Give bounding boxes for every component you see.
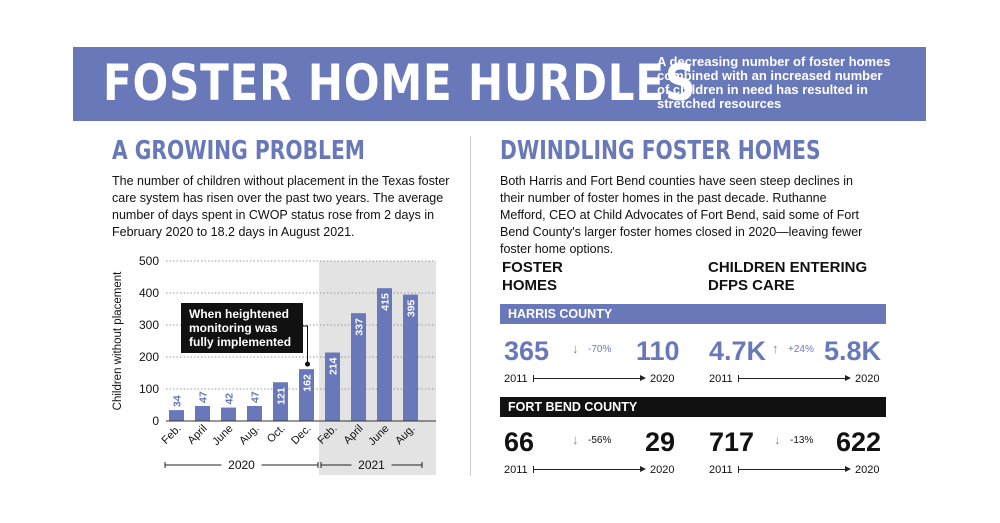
- harris-homes-2011: 365: [504, 336, 550, 366]
- harris-homes-start-year: 2011: [504, 373, 528, 385]
- bar: [299, 369, 314, 421]
- fortbend-care-change: -13%: [790, 435, 814, 446]
- annotation-text-line: monitoring was: [189, 321, 278, 335]
- annotation-dot: [305, 361, 310, 367]
- y-tick-label: 500: [139, 254, 159, 268]
- foster-homes-heading-line2: HOMES: [502, 277, 558, 294]
- arrowhead-icon: [845, 375, 851, 381]
- harris-county-bar: HARRIS COUNTY: [500, 304, 886, 324]
- arrowhead-icon: [640, 466, 646, 472]
- dfps-care-heading-line1: CHILDREN ENTERING: [708, 259, 868, 276]
- fortbend-homes-2011: 66: [504, 427, 535, 457]
- annotation-leader-line: [303, 325, 308, 365]
- banner-subtitle: A decreasing number of foster homes comb…: [657, 54, 891, 111]
- y-tick-label: 400: [139, 286, 159, 300]
- annotation-box: [181, 303, 303, 353]
- fort-bend-county-bar: FORT BEND COUNTY: [500, 397, 886, 417]
- fortbend-homes-2020: 29: [645, 427, 676, 457]
- bar-value-label: 121: [276, 387, 288, 405]
- y-tick-label: 0: [152, 414, 159, 428]
- bar: [169, 410, 184, 421]
- y-axis-label: Children without placement: [112, 271, 124, 411]
- fortbend-care-2011: 717: [709, 427, 755, 457]
- harris-care-start-year: 2011: [709, 373, 733, 385]
- left-heading: A GROWING PROBLEM: [112, 136, 365, 166]
- down-arrow-icon: ↓: [572, 341, 579, 356]
- group-label: 2021: [358, 458, 385, 472]
- bar: [351, 313, 366, 421]
- x-tick-label: April: [186, 423, 210, 447]
- annotation-text-line: When heightened: [189, 307, 289, 321]
- fortbend-homes-start-year: 2011: [504, 464, 528, 476]
- y-tick-label: 200: [139, 350, 159, 364]
- bar-value-label: 395: [406, 299, 418, 317]
- timeline-line: [738, 469, 845, 470]
- fortbend-care-start-year: 2011: [709, 464, 733, 476]
- bar-value-label: 214: [328, 357, 340, 375]
- y-tick-label: 100: [139, 382, 159, 396]
- up-arrow-icon: ↑: [772, 341, 779, 356]
- annotation-text-line: fully implemented: [189, 335, 291, 349]
- dfps-care-heading: CHILDREN ENTERING DFPS CARE: [708, 259, 867, 295]
- bar-value-label: 34: [172, 395, 184, 407]
- bar-value-label: 337: [354, 318, 366, 336]
- right-heading: DWINDLING FOSTER HOMES: [500, 136, 821, 166]
- group-label: 2020: [228, 458, 255, 472]
- bar-value-label: 47: [198, 391, 210, 403]
- bar: [273, 382, 288, 421]
- harris-care-end-year: 2020: [855, 373, 880, 385]
- bar-value-label: 415: [380, 293, 392, 311]
- x-tick-label: Oct.: [265, 423, 288, 446]
- foster-homes-heading-line1: FOSTER: [502, 259, 563, 276]
- harris-homes-change: -70%: [588, 344, 612, 355]
- fortbend-care-2020: 622: [836, 427, 882, 457]
- bar: [325, 352, 340, 421]
- harris-care-2011: 4.7K: [709, 336, 767, 366]
- bar: [377, 288, 392, 421]
- bar-value-label: 47: [250, 391, 262, 403]
- bar: [247, 405, 262, 421]
- bar: [195, 405, 210, 421]
- arrowhead-icon: [640, 375, 646, 381]
- banner-title: FOSTER HOME HURDLES: [103, 54, 697, 112]
- foster-homes-heading: FOSTER HOMES: [502, 259, 563, 295]
- dfps-care-heading-line2: DFPS CARE: [708, 277, 795, 294]
- harris-homes-2020: 110: [636, 336, 680, 366]
- harris-homes-end-year: 2020: [650, 373, 675, 385]
- title-banner: FOSTER HOME HURDLES A decreasing number …: [73, 47, 926, 121]
- down-arrow-icon: ↓: [774, 432, 781, 447]
- x-tick-label: Aug.: [237, 423, 261, 447]
- fortbend-care-end-year: 2020: [855, 464, 880, 476]
- down-arrow-icon: ↓: [572, 432, 579, 447]
- bar-value-label: 42: [224, 393, 236, 405]
- left-paragraph: The number of children without placement…: [112, 174, 450, 239]
- fortbend-homes-change: -56%: [588, 435, 612, 446]
- timeline-line: [533, 378, 640, 379]
- timeline-line: [738, 378, 845, 379]
- bar: [221, 407, 236, 421]
- right-paragraph: Both Harris and Fort Bend counties have …: [500, 174, 863, 256]
- harris-care-change: +24%: [788, 344, 814, 355]
- arrowhead-icon: [845, 466, 851, 472]
- x-tick-label: Feb.: [160, 423, 184, 447]
- column-divider: [470, 136, 471, 476]
- y-tick-label: 300: [139, 318, 159, 332]
- bar: [403, 294, 418, 421]
- x-tick-label: June: [210, 423, 235, 448]
- x-tick-label: Dec.: [289, 423, 313, 447]
- fortbend-homes-end-year: 2020: [650, 464, 675, 476]
- bar-value-label: 162: [302, 374, 314, 392]
- timeline-line: [533, 469, 640, 470]
- harris-care-2020: 5.8K: [824, 336, 882, 366]
